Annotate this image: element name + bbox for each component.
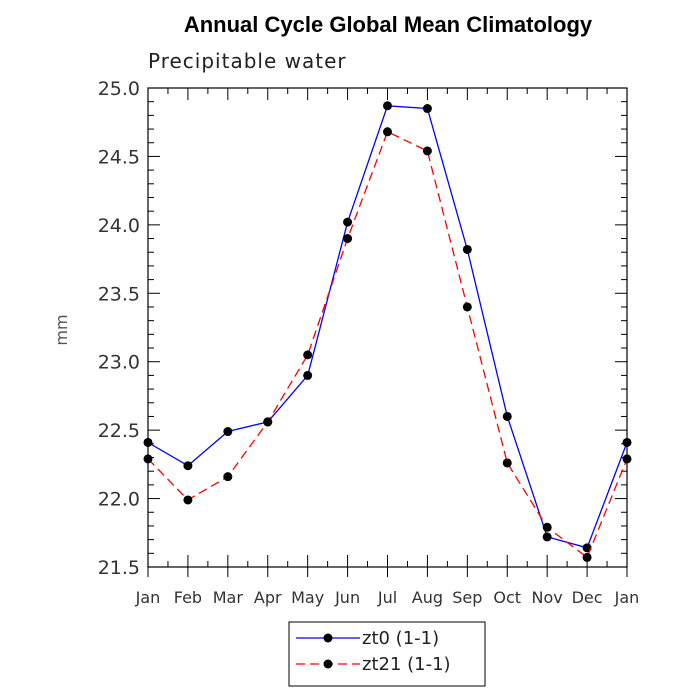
y-tick-label: 23.5 <box>98 283 140 305</box>
series-2-point <box>383 127 392 137</box>
series-2-point <box>422 146 432 156</box>
series-2-point <box>223 472 233 482</box>
series-1-point <box>422 104 432 114</box>
x-tick-label: Mar <box>213 588 244 607</box>
series-1-point <box>303 370 313 380</box>
plot-frame <box>147 87 628 568</box>
series-1-point <box>582 543 592 553</box>
x-tick-label: Aug <box>412 588 443 607</box>
series-line-1 <box>147 105 628 549</box>
x-tick-label: Apr <box>254 588 282 607</box>
legend-label-1: zt0 (1-1) <box>362 628 439 649</box>
legend-marker-1 <box>323 633 333 643</box>
chart-subtitle: Precipitable water <box>148 49 347 73</box>
series-1-point <box>383 101 392 111</box>
series-2-point <box>343 234 353 244</box>
series-1-point <box>343 217 353 227</box>
y-tick-label: 23.0 <box>98 352 140 374</box>
series-1-point <box>183 461 193 471</box>
legend-marker-2 <box>323 659 333 669</box>
series-1-point <box>542 532 552 542</box>
series-1-point <box>622 437 632 447</box>
series-2-point <box>263 417 273 427</box>
y-axis-label: mm <box>52 314 71 345</box>
x-tick-label: Dec <box>572 588 603 607</box>
x-tick-label: Jul <box>377 588 397 607</box>
series-2-point <box>143 454 153 464</box>
x-tick-label: May <box>291 588 324 607</box>
x-tick-label: Oct <box>493 588 521 607</box>
y-tick-label: 25.0 <box>98 78 140 100</box>
x-tick-label: Jan <box>135 588 161 607</box>
y-tick-label: 24.5 <box>98 146 140 168</box>
series-1-point <box>502 411 512 421</box>
y-tick-label: 22.0 <box>98 489 140 511</box>
series-1-point <box>462 244 472 254</box>
y-tick-label: 24.0 <box>98 215 140 237</box>
y-tick-label: 21.5 <box>98 557 140 579</box>
x-tick-label: Sep <box>452 588 482 607</box>
series-layer <box>143 101 632 562</box>
legend-label-2: zt21 (1-1) <box>362 654 451 675</box>
series-2-point <box>542 522 552 532</box>
x-tick-label: Nov <box>532 588 563 607</box>
chart-title: Annual Cycle Global Mean Climatology <box>184 12 593 37</box>
x-tick-label: Jan <box>614 588 640 607</box>
series-2-point <box>622 454 632 464</box>
series-2-point <box>183 495 193 505</box>
series-2-point <box>502 458 512 468</box>
x-tick-label: Feb <box>174 588 202 607</box>
x-tick-label: Jun <box>334 588 360 607</box>
legend-box <box>288 621 486 687</box>
series-line-2 <box>147 130 628 559</box>
legend: zt0 (1-1) zt21 (1-1) <box>288 621 486 687</box>
series-2-point <box>582 552 592 562</box>
series-1-point <box>143 437 153 447</box>
series-1-point <box>223 427 233 437</box>
y-tick-label: 22.5 <box>98 420 140 442</box>
axis-ticks: 21.5 22.0 22.5 23.0 23.5 24.0 24.5 25.0 Jan Feb Ma… <box>98 78 640 607</box>
series-2-point <box>303 350 313 360</box>
series-2-point <box>462 302 472 312</box>
